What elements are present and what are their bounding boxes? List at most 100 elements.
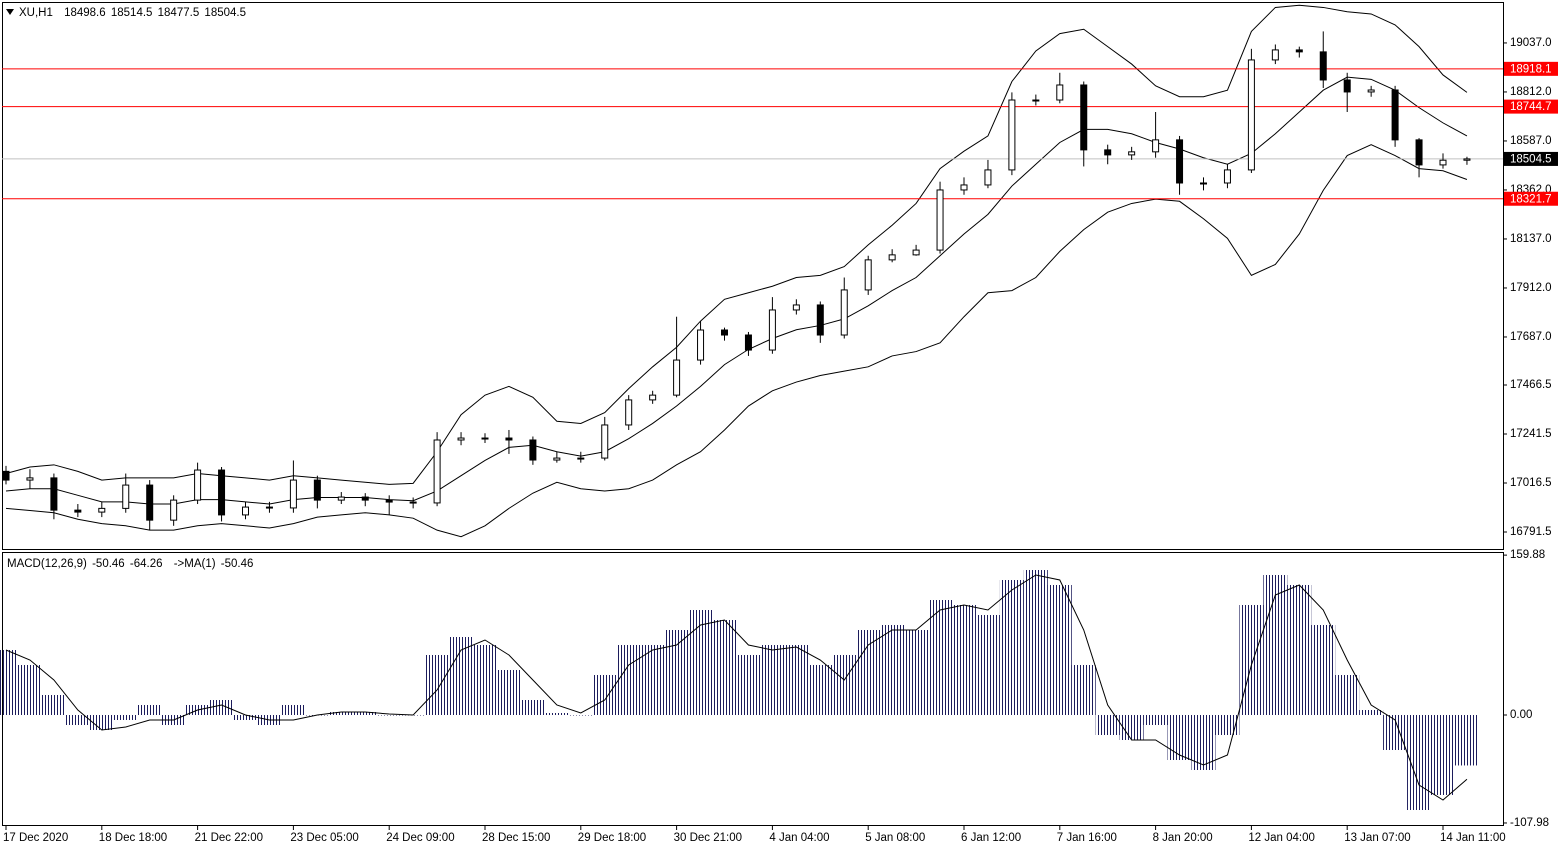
x-tick-label: 5 Jan 08:00	[865, 832, 925, 844]
y-tick-label: 16791.5	[1510, 526, 1552, 538]
candle-body	[936, 189, 944, 251]
macd-bar	[544, 713, 569, 715]
candle-body	[2, 470, 10, 481]
candle-body	[170, 499, 178, 521]
candle-body	[98, 507, 106, 513]
macd-bar	[1119, 715, 1144, 740]
candle-body	[625, 399, 633, 426]
macd-bar	[880, 625, 905, 715]
macd-bar	[233, 715, 258, 720]
y-tick-label: 17912.0	[1510, 282, 1552, 294]
candle-body	[218, 469, 226, 516]
macd-bar	[329, 712, 354, 715]
candle-body	[1247, 59, 1255, 171]
candle-body	[721, 329, 728, 336]
macd-bar	[1359, 710, 1384, 715]
candle-body	[1032, 99, 1040, 102]
candle-body	[864, 259, 872, 291]
candle-body	[912, 249, 920, 256]
macd-bar	[473, 645, 497, 715]
price-panel	[2, 2, 1504, 550]
candle-body	[50, 477, 58, 511]
candle-body	[840, 289, 848, 336]
x-tick-label: 21 Dec 22:00	[195, 832, 263, 844]
macd-bar	[856, 630, 881, 715]
candle-body	[1080, 84, 1088, 151]
candle-body	[697, 329, 705, 361]
candle-body	[744, 334, 752, 351]
candle-body	[433, 439, 441, 504]
y-tick-label: 17241.5	[1510, 428, 1552, 440]
y-tick-label: 17687.0	[1510, 331, 1552, 343]
candle-body	[505, 437, 513, 441]
macd-bar	[353, 712, 378, 715]
candle-body	[1104, 149, 1112, 156]
candle-body	[649, 394, 657, 401]
x-tick-label: 14 Jan 11:00	[1440, 832, 1506, 844]
y-tick-label: 17466.5	[1510, 379, 1552, 391]
candle-body	[1271, 49, 1279, 61]
header-open: 18498.6	[64, 7, 106, 19]
bollinger-lower	[5, 144, 1468, 538]
macd-bar	[1383, 715, 1408, 750]
y-tick-label: 19037.0	[1510, 37, 1552, 49]
macd-bar	[41, 695, 66, 715]
macd-bar	[1287, 585, 1312, 715]
macd-bar	[1047, 585, 1072, 715]
candle-body	[792, 304, 800, 311]
macd-bar	[664, 630, 689, 715]
x-tick-label: 17 Dec 2020	[3, 832, 68, 844]
candle-body	[1295, 49, 1303, 53]
macd-bar	[281, 705, 306, 715]
candle-body	[337, 496, 345, 501]
macd-bar	[760, 645, 785, 715]
ma-label: ->MA(1)	[174, 558, 216, 570]
y-tick-label: 18812.0	[1510, 86, 1552, 98]
y-tick-label: 17016.5	[1510, 477, 1552, 489]
candle-body	[1439, 159, 1447, 166]
macd-bar	[592, 675, 617, 715]
header-high: 18514.5	[111, 7, 153, 19]
macd-bar	[1023, 570, 1048, 715]
candle-body	[960, 184, 968, 191]
bollinger-upper	[5, 4, 1468, 485]
bollinger-middle	[5, 76, 1468, 505]
macd-bar	[1215, 715, 1240, 735]
x-tick-label: 8 Jan 20:00	[1153, 832, 1213, 844]
x-tick-label: 29 Dec 18:00	[578, 832, 646, 844]
candle-body	[74, 509, 82, 513]
x-tick-label: 28 Dec 15:00	[482, 832, 550, 844]
level-label-bg	[1504, 61, 1558, 76]
macd-bar	[1263, 575, 1288, 715]
y-tick-label: -107.98	[1510, 817, 1549, 829]
candle-body	[457, 437, 465, 441]
macd-bar	[832, 655, 857, 715]
candle-body	[242, 506, 249, 516]
macd-bar	[449, 637, 473, 715]
x-tick-label: 12 Jan 04:00	[1248, 832, 1315, 844]
macd-bar	[1454, 715, 1479, 766]
candle-body	[984, 169, 992, 186]
candle-body	[577, 457, 585, 460]
macd-bar	[640, 645, 665, 715]
candle-body	[529, 439, 537, 461]
macd-header: MACD(12,26,9) -50.46 -64.26 ->MA(1) -50.…	[7, 558, 253, 570]
macd-bar	[377, 715, 402, 716]
symbol-title: XU,H1	[19, 7, 53, 19]
macd-bar	[1407, 715, 1431, 810]
price-label: 18504.5	[1510, 153, 1552, 165]
candle-body	[289, 479, 297, 509]
macd-bar	[904, 630, 929, 715]
candle-body	[888, 254, 896, 261]
x-tick-label: 24 Dec 09:00	[386, 832, 454, 844]
macd-bar	[1143, 715, 1168, 725]
signal-line	[5, 574, 1468, 801]
candle-body	[1415, 139, 1423, 166]
x-tick-label: 13 Jan 07:00	[1344, 832, 1411, 844]
x-tick-label: 4 Jan 04:00	[769, 832, 829, 844]
candle-body	[1391, 89, 1399, 141]
candle-body	[601, 424, 609, 459]
y-tick-label: 18137.0	[1510, 233, 1552, 245]
menu-triangle[interactable]	[6, 9, 14, 15]
